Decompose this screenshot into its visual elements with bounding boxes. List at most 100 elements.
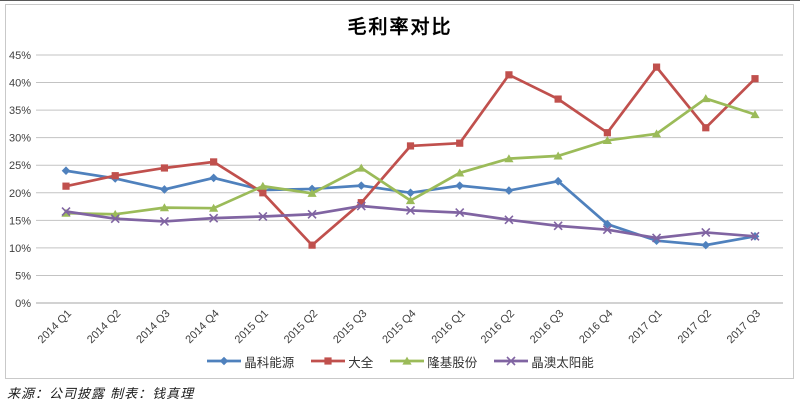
data-point-大全-2014 Q3 (160, 164, 169, 172)
x-axis-tick-label: 2017 Q2 (676, 308, 714, 346)
data-point-大全-2014 Q1 (62, 182, 70, 190)
data-point-晶科能源-2015 Q4 (406, 188, 415, 198)
x-axis-tick-label: 2016 Q4 (577, 308, 615, 346)
data-point-晶科能源-2016 Q4 (603, 219, 612, 229)
data-point-晶澳太阳能-2016 Q2 (504, 215, 514, 225)
data-point-晶澳太阳能-2016 Q1 (455, 208, 465, 218)
data-point-晶澳太阳能-2015 Q3 (356, 201, 366, 211)
x-axis-tick-label: 2014 Q1 (36, 308, 74, 346)
data-point-晶澳太阳能-2017 Q3 (750, 231, 760, 241)
y-axis-tick-label: 30% (9, 133, 31, 145)
chart-title: 毛利率对比 (347, 16, 453, 38)
x-axis-tick-label: 2016 Q3 (528, 308, 566, 346)
y-axis-tick-label: 10% (9, 243, 31, 255)
data-point-隆基股份-2017 Q2 (701, 94, 711, 103)
window-top-edge (0, 0, 800, 1)
data-point-晶澳太阳能-2014 Q4 (209, 213, 219, 223)
series-晶澳太阳能 (61, 201, 760, 243)
data-point-晶澳太阳能-2014 Q2 (110, 214, 120, 224)
legend-marker-shape-大全 (324, 357, 332, 365)
y-axis-tick-label: 5% (15, 270, 31, 282)
y-axis-tick-label: 40% (9, 78, 31, 90)
data-point-晶澳太阳能-2015 Q2 (307, 209, 317, 219)
data-point-晶澳太阳能-2015 Q4 (405, 205, 416, 215)
y-axis-tick-label: 20% (9, 188, 31, 200)
data-point-晶科能源-2014 Q3 (160, 185, 169, 194)
legend-marker-shape-晶澳太阳能 (506, 356, 516, 366)
x-axis-tick-label: 2017 Q3 (725, 308, 763, 346)
data-point-晶澳太阳能-2014 Q1 (61, 206, 71, 217)
y-axis-tick-label: 0% (15, 298, 31, 310)
data-point-大全-2017 Q3 (751, 75, 759, 83)
legend-marker-triangle-icon (390, 356, 425, 365)
series-line-大全 (65, 64, 756, 248)
data-point-大全-2016 Q1 (456, 139, 464, 147)
data-point-大全-2016 Q2 (505, 71, 513, 79)
data-point-大全-2015 Q3 (357, 199, 365, 207)
data-point-大全-2017 Q2 (702, 124, 710, 132)
data-point-晶澳太阳能-2017 Q1 (652, 233, 662, 243)
x-axis-tick-label: 2015 Q2 (282, 308, 320, 346)
data-point-晶澳太阳能-2017 Q2 (701, 227, 711, 238)
data-point-晶科能源-2016 Q2 (504, 186, 514, 195)
y-axis-tick-label: 15% (9, 215, 31, 227)
x-axis-tick-label: 2015 Q4 (380, 308, 418, 346)
y-axis-tick-label: 45% (9, 50, 31, 62)
data-point-隆基股份-2016 Q3 (553, 151, 563, 160)
data-point-隆基股份-2016 Q1 (455, 168, 465, 177)
x-axis-tick-label: 2015 Q1 (233, 308, 271, 346)
data-point-大全-2015 Q4 (406, 142, 415, 150)
data-point-晶科能源-2014 Q4 (209, 173, 218, 183)
legend-label: 大全 (348, 355, 374, 370)
legend-marker-shape-隆基股份 (402, 356, 412, 365)
series-大全 (62, 63, 759, 249)
x-axis-tick-label: 2014 Q4 (183, 308, 221, 346)
data-point-晶科能源-2016 Q1 (455, 181, 465, 190)
legend-item-大全: 大全 (310, 352, 373, 371)
data-point-大全-2016 Q4 (603, 129, 611, 137)
source-note: 来源：公司披露 制表：钱真理 (7, 387, 195, 402)
legend-item-晶澳太阳能: 晶澳太阳能 (493, 352, 594, 371)
data-point-晶科能源-2016 Q3 (553, 176, 563, 186)
chart-legend: 晶科能源 大全 隆基股份 晶澳太阳能 (0, 351, 800, 371)
data-point-晶澳太阳能-2016 Q3 (553, 221, 563, 231)
legend-label: 隆基股份 (427, 355, 478, 370)
legend-item-晶科能源: 晶科能源 (206, 352, 294, 371)
data-point-隆基股份-2017 Q3 (750, 110, 760, 119)
y-axis-tick-label: 25% (9, 160, 31, 172)
data-point-隆基股份-2015 Q1 (258, 181, 268, 190)
data-point-大全-2015 Q1 (259, 189, 267, 197)
x-axis-tick-label: 2016 Q1 (430, 308, 468, 346)
legend-marker-shape-晶科能源 (219, 356, 229, 366)
data-point-大全-2015 Q2 (308, 241, 316, 249)
legend-marker-square-icon (311, 357, 346, 365)
x-axis-tick-label: 2014 Q3 (134, 308, 172, 346)
data-point-大全-2014 Q4 (210, 158, 218, 166)
data-point-隆基股份-2016 Q2 (504, 154, 514, 163)
data-point-晶澳太阳能-2016 Q4 (602, 225, 612, 235)
data-point-晶科能源-2015 Q2 (307, 184, 317, 194)
y-axis-tick-label: 35% (9, 105, 31, 117)
legend-label: 晶科能源 (244, 355, 295, 370)
data-point-晶科能源-2017 Q1 (652, 236, 661, 246)
data-point-隆基股份-2014 Q3 (159, 203, 170, 212)
data-point-隆基股份-2016 Q4 (602, 136, 612, 145)
legend-marker-diamond-icon (207, 356, 242, 366)
data-point-晶澳太阳能-2014 Q3 (159, 216, 169, 227)
data-point-晶澳太阳能-2015 Q1 (258, 211, 268, 222)
data-point-隆基股份-2014 Q4 (209, 203, 219, 212)
data-point-隆基股份-2015 Q3 (356, 163, 366, 172)
data-point-晶科能源-2015 Q3 (356, 181, 366, 190)
data-point-大全-2016 Q3 (554, 95, 562, 103)
data-point-隆基股份-2015 Q4 (405, 196, 416, 205)
data-point-隆基股份-2015 Q2 (307, 188, 317, 197)
data-point-晶科能源-2017 Q2 (701, 240, 711, 250)
x-axis-tick-label: 2016 Q2 (479, 308, 517, 346)
x-axis-tick-label: 2014 Q2 (85, 308, 123, 346)
x-axis-tick-label: 2015 Q3 (331, 308, 369, 346)
x-axis-tick-label: 2017 Q1 (626, 308, 664, 346)
data-point-晶科能源-2014 Q1 (61, 166, 71, 176)
legend-item-隆基股份: 隆基股份 (389, 352, 477, 371)
